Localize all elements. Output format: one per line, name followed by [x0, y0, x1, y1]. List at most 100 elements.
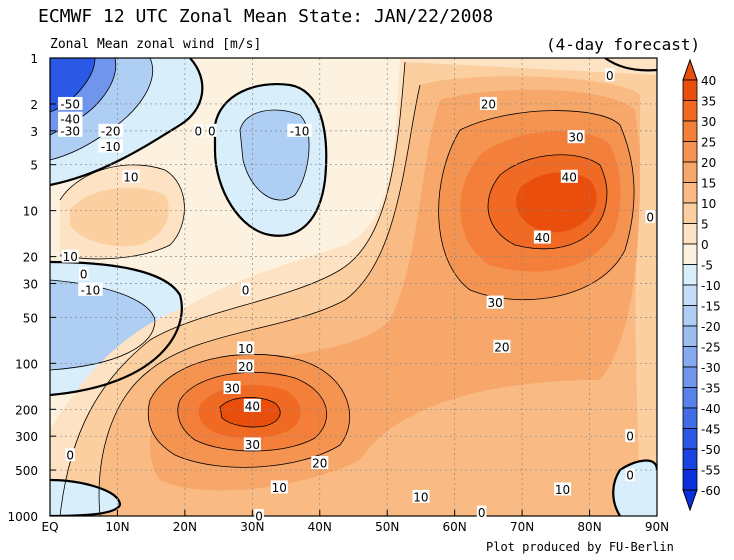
contour-label: 0 [195, 124, 203, 138]
colorbar-label: -45 [701, 423, 721, 437]
colorbar-label: 5 [701, 218, 709, 232]
contour-label: 20 [494, 340, 509, 354]
colorbar-label: 0 [701, 238, 709, 252]
x-tick-label: 90N [645, 520, 669, 534]
contour-label: -10 [290, 124, 310, 138]
contour-label: 10 [272, 481, 287, 495]
contour-label-bg [567, 130, 585, 144]
y-tick-label: 500 [15, 464, 38, 478]
colorbar-swatch [682, 243, 698, 265]
contour-label-bg [605, 68, 615, 82]
y-axis: 1 2 3 5 10 20 30 50 100 200 300 500 1000 [7, 52, 56, 524]
y-tick-label: 2 [30, 98, 38, 112]
contour-label-bg [237, 341, 255, 355]
colorbar-label: 35 [701, 95, 716, 109]
colorbar-label: -50 [701, 443, 721, 457]
x-tick-label: 20N [173, 520, 197, 534]
chart-title: ECMWF 12 UTC Zonal Mean State: JAN/22/20… [38, 6, 494, 27]
colorbar-label: -5 [701, 259, 713, 273]
contour-label: -10 [101, 140, 121, 154]
contour-label: 0 [66, 449, 74, 463]
chart-subtitle: Zonal Mean zonal wind [m/s] [50, 37, 262, 52]
contour-label-bg [193, 123, 204, 137]
contour-label-bg [240, 282, 251, 296]
contour-label: 30 [245, 438, 260, 452]
contour-label-bg [287, 123, 312, 137]
surface-easterly-left [50, 480, 120, 516]
contour-label-bg [57, 96, 83, 110]
contour-label-bg [270, 480, 288, 494]
colorbar-swatch [682, 346, 698, 368]
contour-label: 40 [562, 170, 577, 184]
x-tick-label: EQ [41, 520, 58, 534]
x-tick-label: 30N [240, 520, 264, 534]
colorbar-label: -15 [701, 300, 721, 314]
colorbar-swatch [682, 366, 698, 388]
colorbar-label: -60 [701, 484, 721, 498]
contour-label: 0 [242, 283, 250, 297]
contour-label: 20 [312, 457, 327, 471]
colorbar-swatch [682, 387, 698, 409]
colorbar-swatch [682, 100, 698, 122]
y-tick-label: 5 [30, 159, 38, 173]
x-axis: EQ 10N 20N 30N 40N 50N 60N 70N 80N 90N [41, 510, 669, 534]
contour-label: 10 [238, 342, 253, 356]
contour-label: 0 [626, 469, 634, 483]
colorbar-bottom-arrow [682, 489, 698, 512]
y-tick-label: 100 [15, 357, 38, 371]
contour-label-bg [625, 468, 635, 482]
colorbar-label: -25 [701, 341, 721, 355]
contour-label: 0 [606, 69, 614, 83]
contour-label-bg [57, 111, 83, 125]
surface-easterly-right [613, 460, 657, 516]
contour-label-bg [207, 123, 217, 137]
contour-label: 40 [535, 231, 550, 245]
contour-label-bg [412, 489, 430, 503]
colorbar-swatch [682, 469, 698, 491]
contour-label: 0 [478, 506, 486, 520]
colorbar-label: -20 [701, 320, 721, 334]
colorbar-label: -40 [701, 402, 721, 416]
y-tick-label: 50 [23, 311, 38, 325]
contour-label: -20 [101, 124, 121, 138]
westerly-polar-core [516, 172, 597, 233]
colorbar-label: 25 [701, 136, 716, 150]
colorbar-swatch [682, 161, 698, 183]
x-tick-label: 70N [510, 520, 534, 534]
contour-label-bg [98, 139, 123, 153]
plot-frame [49, 57, 658, 517]
colorbar-label: 30 [701, 115, 716, 129]
x-tick-label: 50N [375, 520, 399, 534]
colorbar-label: -35 [701, 382, 721, 396]
contour-label-bg [554, 482, 572, 496]
colorbar-swatch [682, 305, 698, 327]
colorbar-swatch [682, 325, 698, 347]
colorbar-swatch [682, 120, 698, 142]
colorbar-swatch [682, 141, 698, 163]
contour-fields [50, 58, 657, 516]
colorbar-swatch [682, 182, 698, 204]
contour-label-bg [486, 295, 504, 309]
forecast-note: (4-day forecast) [546, 35, 701, 54]
contour-label: 0 [255, 510, 263, 524]
colorbar-swatch [682, 407, 698, 429]
contour-label: 30 [224, 381, 239, 395]
y-tick-label: 20 [23, 251, 38, 265]
jet-core [220, 397, 281, 428]
colorbar-label: 20 [701, 156, 716, 170]
contour-label-bg [254, 509, 264, 522]
contour-label: 0 [208, 124, 216, 138]
contour-label-bg [533, 230, 551, 244]
contour-label: 10 [413, 490, 428, 504]
contour-label-bg [78, 267, 89, 281]
colorbar-label: -10 [701, 279, 721, 293]
colorbar-label: -55 [701, 464, 721, 478]
westerly-10-core [70, 187, 169, 247]
contour-label: 20 [481, 97, 496, 111]
x-tick-label: 40N [308, 520, 332, 534]
colorbar: 40 35 30 25 20 15 10 5 0 -5 -10 -15 -20 -25 -30 -35 -40 -… [682, 58, 721, 512]
contour-label-bg [223, 380, 241, 394]
contour-lines [50, 58, 635, 516]
contour-label-bg [625, 429, 635, 443]
